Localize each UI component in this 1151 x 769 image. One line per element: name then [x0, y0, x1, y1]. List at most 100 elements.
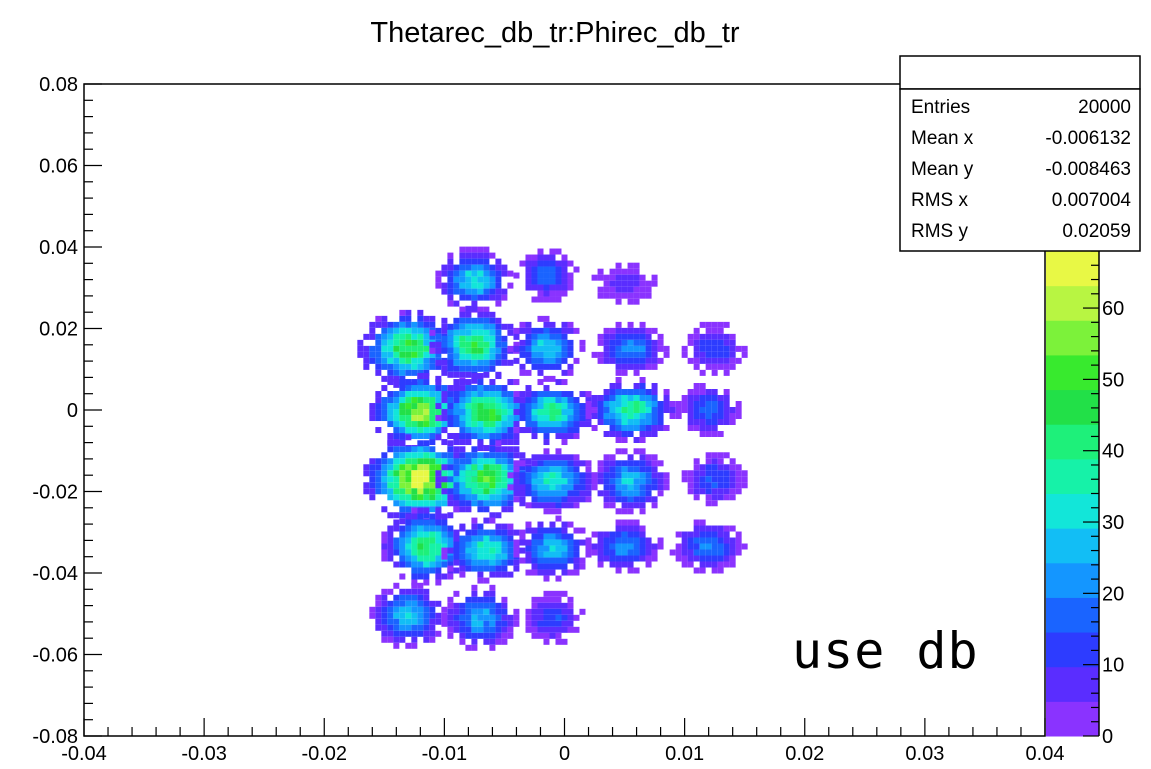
heatmap-cell [699, 549, 706, 556]
heatmap-cell [525, 614, 532, 621]
heatmap-cell [417, 357, 424, 364]
heatmap-cell [489, 452, 496, 459]
heatmap-cell [495, 270, 502, 277]
heatmap-cell [489, 644, 496, 651]
heatmap-cell [531, 284, 538, 291]
heatmap-cell [549, 321, 556, 328]
heatmap-cell [513, 545, 520, 552]
heatmap-cell [435, 397, 442, 404]
heatmap-cell [459, 391, 466, 398]
heatmap-cell [531, 608, 538, 615]
heatmap-cell [687, 531, 694, 538]
heatmap-cell [573, 327, 580, 334]
heatmap-cell [549, 266, 556, 273]
heatmap-cell [435, 458, 442, 465]
heatmap-cell [429, 494, 436, 501]
heatmap-cell [693, 333, 700, 340]
heatmap-cell [477, 282, 484, 289]
heatmap-cell [399, 537, 406, 544]
heatmap-cell [609, 327, 616, 334]
heatmap-cell [555, 260, 562, 267]
heatmap-cell [435, 327, 442, 334]
heatmap-cell [627, 395, 634, 401]
heatmap-cell [453, 476, 460, 483]
heatmap-cell [723, 476, 730, 483]
heatmap-cell [561, 490, 568, 497]
heatmap-cell [633, 419, 640, 425]
heatmap-cell [645, 466, 652, 473]
heatmap-cell [597, 472, 604, 479]
heatmap-cell [681, 531, 688, 538]
heatmap-cell [471, 246, 478, 253]
heatmap-cell [471, 305, 478, 312]
heatmap-cell [441, 464, 448, 471]
heatmap-cell [459, 329, 466, 336]
heatmap-cell [633, 389, 640, 395]
heatmap-cell [573, 563, 580, 570]
heatmap-cell [579, 472, 586, 479]
heatmap-cell [585, 391, 592, 398]
heatmap-cell [555, 632, 562, 639]
heatmap-cell [705, 458, 712, 465]
heatmap-cell [465, 626, 472, 633]
heatmap-cell [525, 539, 532, 546]
heatmap-cell [711, 413, 718, 419]
heatmap-cell [513, 484, 520, 491]
heatmap-cell [405, 561, 412, 568]
heatmap-cell [549, 248, 556, 255]
heatmap-cell [651, 339, 658, 346]
heatmap-cell [381, 321, 388, 328]
heatmap-cell [549, 602, 556, 609]
heatmap-cell [381, 600, 388, 607]
heatmap-cell [621, 555, 628, 562]
heatmap-cell [591, 478, 598, 485]
heatmap-cell [555, 397, 562, 404]
heatmap-cell [399, 403, 406, 410]
heatmap-cell [477, 341, 484, 348]
heatmap-cell [633, 537, 640, 544]
heatmap-cell [435, 482, 442, 489]
heatmap-cell [465, 335, 472, 342]
heatmap-cell [717, 561, 724, 568]
heatmap-cell [387, 433, 394, 440]
heatmap-cell [537, 278, 544, 285]
heatmap-cell [483, 590, 490, 597]
heatmap-cell [387, 409, 394, 416]
heatmap-cell [363, 488, 370, 495]
heatmap-cell [711, 339, 718, 346]
heatmap-cell [549, 272, 556, 279]
heatmap-cell [459, 476, 466, 483]
heatmap-cell [471, 258, 478, 265]
heatmap-cell [543, 527, 550, 534]
heatmap-cell [561, 533, 568, 540]
heatmap-cell [459, 264, 466, 271]
heatmap-cell [711, 452, 718, 459]
heatmap-cell [711, 345, 718, 352]
heatmap-cell [627, 496, 634, 503]
heatmap-cell [633, 448, 640, 455]
heatmap-cell [555, 351, 562, 358]
heatmap-cell [447, 300, 454, 307]
heatmap-cell [429, 363, 436, 370]
heatmap-cell [579, 415, 586, 422]
heatmap-cell [627, 389, 634, 395]
heatmap-cell [411, 606, 418, 613]
heatmap-cell [375, 606, 382, 613]
heatmap-cell [447, 565, 454, 572]
heatmap-cell [543, 403, 550, 410]
x-axis: -0.04 -0.03 -0.02 -0.01 0 0.01 0.02 0.03 0.04 [61, 718, 1064, 765]
heatmap-cell [375, 321, 382, 328]
heatmap-cell [549, 551, 556, 558]
heatmap-cell [645, 292, 652, 299]
heatmap-cell [507, 345, 514, 352]
heatmap-cell [423, 379, 430, 386]
heatmap-cell [525, 484, 532, 491]
heatmap-cell [513, 327, 520, 334]
heatmap-cell [399, 333, 406, 340]
heatmap-cell [405, 315, 412, 322]
heatmap-cell [549, 508, 556, 515]
heatmap-cell [633, 262, 640, 269]
heatmap-cell [465, 614, 472, 621]
heatmap-cell [525, 472, 532, 479]
heatmap-cell [381, 612, 388, 619]
